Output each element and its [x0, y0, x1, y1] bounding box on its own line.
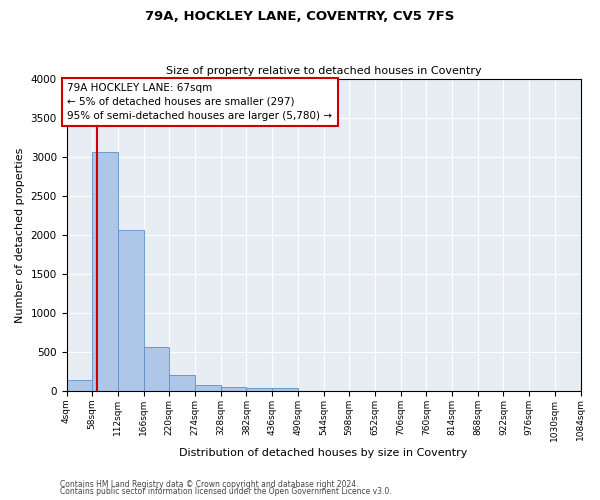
Bar: [221, 386, 247, 391]
Bar: [195, 384, 221, 391]
Text: 79A HOCKLEY LANE: 67sqm
← 5% of detached houses are smaller (297)
95% of semi-de: 79A HOCKLEY LANE: 67sqm ← 5% of detached…: [67, 83, 332, 121]
Bar: [169, 375, 195, 391]
Bar: [143, 347, 169, 391]
Text: Contains HM Land Registry data © Crown copyright and database right 2024.: Contains HM Land Registry data © Crown c…: [60, 480, 359, 489]
Bar: [247, 388, 272, 391]
Text: Contains public sector information licensed under the Open Government Licence v3: Contains public sector information licen…: [60, 487, 392, 496]
Bar: [272, 388, 298, 391]
Bar: [67, 380, 92, 391]
Text: 79A, HOCKLEY LANE, COVENTRY, CV5 7FS: 79A, HOCKLEY LANE, COVENTRY, CV5 7FS: [145, 10, 455, 23]
Bar: [118, 230, 143, 391]
Title: Size of property relative to detached houses in Coventry: Size of property relative to detached ho…: [166, 66, 481, 76]
X-axis label: Distribution of detached houses by size in Coventry: Distribution of detached houses by size …: [179, 448, 468, 458]
Bar: [92, 152, 118, 391]
Y-axis label: Number of detached properties: Number of detached properties: [15, 147, 25, 322]
